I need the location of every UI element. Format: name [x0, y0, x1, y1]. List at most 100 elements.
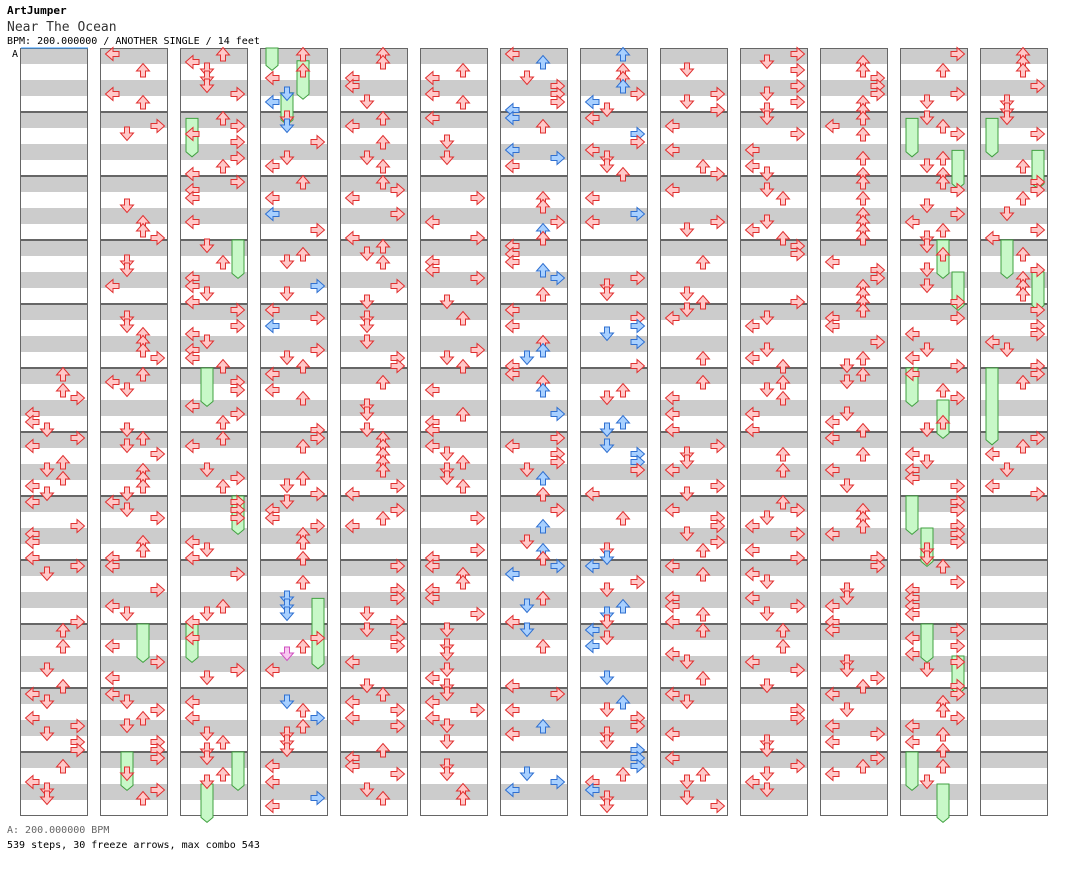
step-arrow	[184, 350, 200, 366]
step-arrow	[230, 134, 246, 150]
measure-border	[580, 624, 648, 688]
step-arrow	[184, 326, 200, 342]
measure-border	[20, 432, 88, 496]
step-arrow	[424, 694, 440, 710]
shock-arrow	[535, 718, 551, 734]
beat-stripe	[580, 528, 648, 544]
beat-stripe	[100, 144, 168, 160]
measure-border	[740, 48, 808, 112]
measure-border	[180, 176, 248, 240]
freeze-arrow	[985, 367, 999, 446]
step-arrow	[264, 382, 280, 398]
shock-arrow	[550, 774, 566, 790]
step-arrow	[535, 550, 551, 566]
chart-column	[580, 48, 648, 816]
step-arrow	[439, 718, 455, 734]
step-arrow	[295, 46, 311, 62]
step-arrow	[790, 94, 806, 110]
step-arrow	[870, 334, 886, 350]
beat-stripe	[20, 240, 88, 256]
beat-stripe	[980, 496, 1048, 512]
measure-border	[260, 368, 328, 432]
step-arrow	[999, 462, 1015, 478]
beat-stripe	[740, 272, 808, 288]
measure-border	[100, 752, 168, 816]
step-arrow	[344, 750, 360, 766]
beat-stripe	[500, 624, 568, 640]
step-arrow	[135, 62, 151, 78]
measure-border	[340, 48, 408, 112]
step-arrow	[790, 294, 806, 310]
shock-arrow	[264, 94, 280, 110]
measure-border	[740, 496, 808, 560]
step-arrow	[1030, 182, 1046, 198]
step-arrow	[935, 118, 951, 134]
step-arrow	[904, 470, 920, 486]
step-arrow	[424, 214, 440, 230]
step-arrow	[695, 350, 711, 366]
chart-column	[820, 48, 888, 816]
step-arrow	[695, 622, 711, 638]
step-arrow	[55, 454, 71, 470]
step-arrow	[215, 110, 231, 126]
step-arrow	[935, 726, 951, 742]
shock-arrow	[519, 598, 535, 614]
step-arrow	[775, 622, 791, 638]
step-arrow	[615, 166, 631, 182]
beat-stripe	[500, 336, 568, 352]
step-arrow	[199, 750, 215, 766]
step-arrow	[199, 62, 215, 78]
step-arrow	[855, 230, 871, 246]
step-arrow	[230, 118, 246, 134]
step-arrow	[184, 614, 200, 630]
step-arrow	[119, 718, 135, 734]
step-arrow	[824, 414, 840, 430]
section-label: A	[12, 49, 18, 60]
beat-stripe	[340, 144, 408, 160]
step-arrow	[199, 670, 215, 686]
step-arrow	[390, 182, 406, 198]
measure-border	[20, 752, 88, 816]
measure-border	[500, 240, 568, 304]
step-arrow	[375, 510, 391, 526]
step-arrow	[775, 358, 791, 374]
measure-border	[900, 176, 968, 240]
shock-arrow	[279, 598, 295, 614]
shock-arrow	[599, 550, 615, 566]
measure-border	[20, 560, 88, 624]
step-arrow	[695, 542, 711, 558]
step-arrow	[24, 550, 40, 566]
step-arrow	[215, 358, 231, 374]
beat-stripe	[340, 304, 408, 320]
step-arrow	[775, 230, 791, 246]
step-arrow	[504, 358, 520, 374]
step-arrow	[775, 446, 791, 462]
measure-border	[500, 752, 568, 816]
step-arrow	[150, 582, 166, 598]
step-arrow	[679, 694, 695, 710]
step-arrow	[950, 574, 966, 590]
measure-border	[660, 176, 728, 240]
shock-arrow	[615, 78, 631, 94]
shock-arrow	[535, 518, 551, 534]
step-arrow	[390, 718, 406, 734]
step-arrow	[744, 774, 760, 790]
step-arrow	[230, 86, 246, 102]
step-arrow	[695, 254, 711, 270]
step-arrow	[199, 70, 215, 86]
step-arrow	[664, 422, 680, 438]
measure-border	[980, 432, 1048, 496]
step-arrow	[375, 374, 391, 390]
measure-border	[340, 240, 408, 304]
step-arrow	[790, 550, 806, 566]
step-arrow	[904, 606, 920, 622]
step-arrow	[775, 462, 791, 478]
beat-stripe	[660, 656, 728, 672]
step-arrow	[439, 646, 455, 662]
measure-border	[340, 112, 408, 176]
shock-arrow	[630, 334, 646, 350]
step-arrow	[1015, 246, 1031, 262]
shock-arrow	[504, 142, 520, 158]
shock-arrow	[535, 342, 551, 358]
step-arrow	[119, 310, 135, 326]
